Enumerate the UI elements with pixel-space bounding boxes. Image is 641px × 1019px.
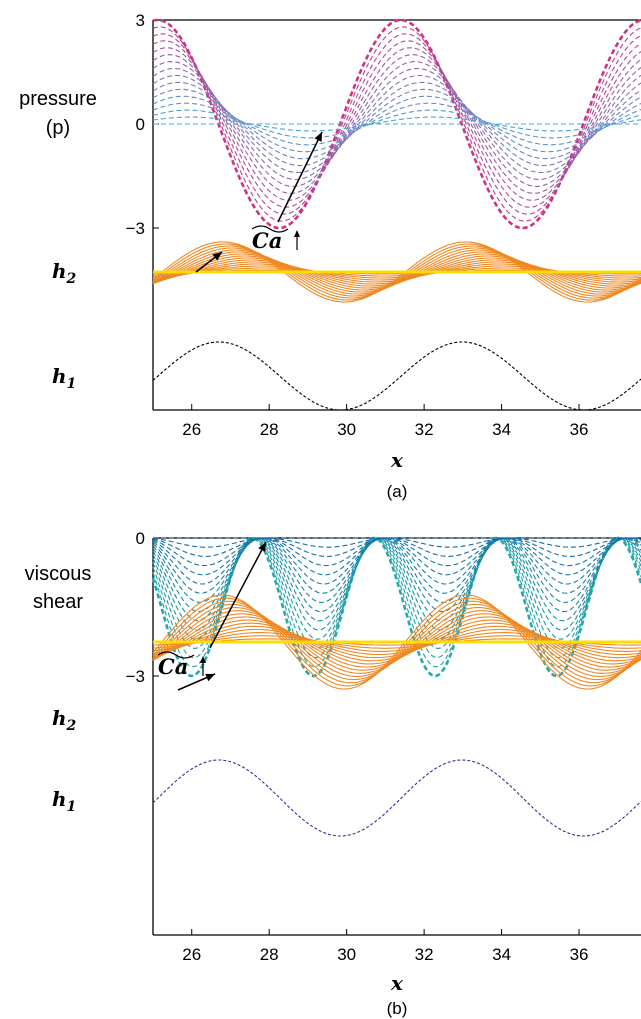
y-axis-label: viscous (25, 563, 92, 585)
x-tick-label: 30 (337, 420, 356, 439)
field-trend-arrow-head (258, 542, 266, 552)
h2-curve (152, 616, 641, 668)
field-trend-arrow (277, 131, 323, 223)
x-axis-label: x (390, 971, 404, 995)
h2-trend-arrow-head (212, 252, 222, 261)
h1-label: h1 (52, 364, 76, 392)
x-axis-label: x (390, 448, 404, 472)
x-tick-label: 30 (337, 945, 356, 964)
field-curve (152, 537, 641, 603)
field-trend-arrow (209, 541, 267, 649)
h2-label: h2 (52, 259, 77, 287)
y-tick-label: −3 (126, 219, 145, 238)
ca-tilde (251, 225, 289, 233)
field-curve (152, 40, 641, 208)
y-axis-label: pressure (19, 88, 97, 110)
h1-curve (152, 341, 641, 411)
x-tick-label: 28 (260, 945, 279, 964)
y-tick-label: 0 (136, 529, 145, 548)
h2-curve (152, 594, 641, 690)
y-tick-label: 0 (136, 115, 145, 134)
field-curve (152, 537, 641, 613)
x-tick-label: 26 (182, 420, 201, 439)
panel-caption: (b) (387, 999, 408, 1018)
panel-caption: (a) (387, 482, 408, 501)
field-curve (152, 537, 641, 649)
field-curve (152, 537, 641, 576)
x-tick-label: 34 (492, 420, 511, 439)
x-tick-label: 36 (570, 945, 589, 964)
field-curve (152, 109, 641, 139)
field-curve (152, 537, 641, 557)
field-curve (152, 537, 641, 548)
field-curve (152, 537, 641, 668)
field-curve (152, 537, 641, 622)
field-curve (152, 61, 641, 187)
field-curve (152, 95, 641, 153)
x-tick-label: 28 (260, 420, 279, 439)
field-curve (152, 537, 641, 567)
h2-trend-arrow-head (205, 673, 215, 682)
h2-curve (152, 241, 641, 303)
y-axis-label: shear (33, 591, 83, 613)
field-curve (152, 102, 641, 146)
field-curve (152, 47, 641, 201)
x-tick-label: 32 (415, 945, 434, 964)
field-trend-arrow-head (314, 132, 322, 142)
ca-up-arrow-head (200, 656, 206, 663)
field-curve (152, 54, 641, 194)
x-tick-label: 34 (492, 945, 511, 964)
h2-curve (152, 257, 641, 287)
h2-curve (152, 255, 641, 289)
ca-up-arrow-head (294, 230, 300, 237)
h1-label: h1 (52, 787, 76, 815)
h2-curve (152, 619, 641, 665)
h2-curve (152, 259, 641, 285)
field-curve (152, 116, 641, 132)
h2-label: h2 (52, 706, 77, 734)
h1-curve (152, 759, 641, 837)
ca-tilde (157, 651, 195, 659)
field-curve (152, 537, 641, 631)
field-curve (152, 537, 641, 585)
field-curve (152, 81, 641, 167)
x-tick-label: 32 (415, 420, 434, 439)
field-curve (152, 537, 641, 594)
field-curve (152, 33, 641, 215)
x-tick-label: 26 (182, 945, 201, 964)
h2-curve (152, 622, 641, 662)
y-tick-label: 3 (136, 11, 145, 30)
y-axis-label: (p) (46, 117, 70, 139)
x-tick-label: 36 (570, 420, 589, 439)
h2-curve (152, 597, 641, 687)
y-tick-label: −3 (126, 667, 145, 686)
